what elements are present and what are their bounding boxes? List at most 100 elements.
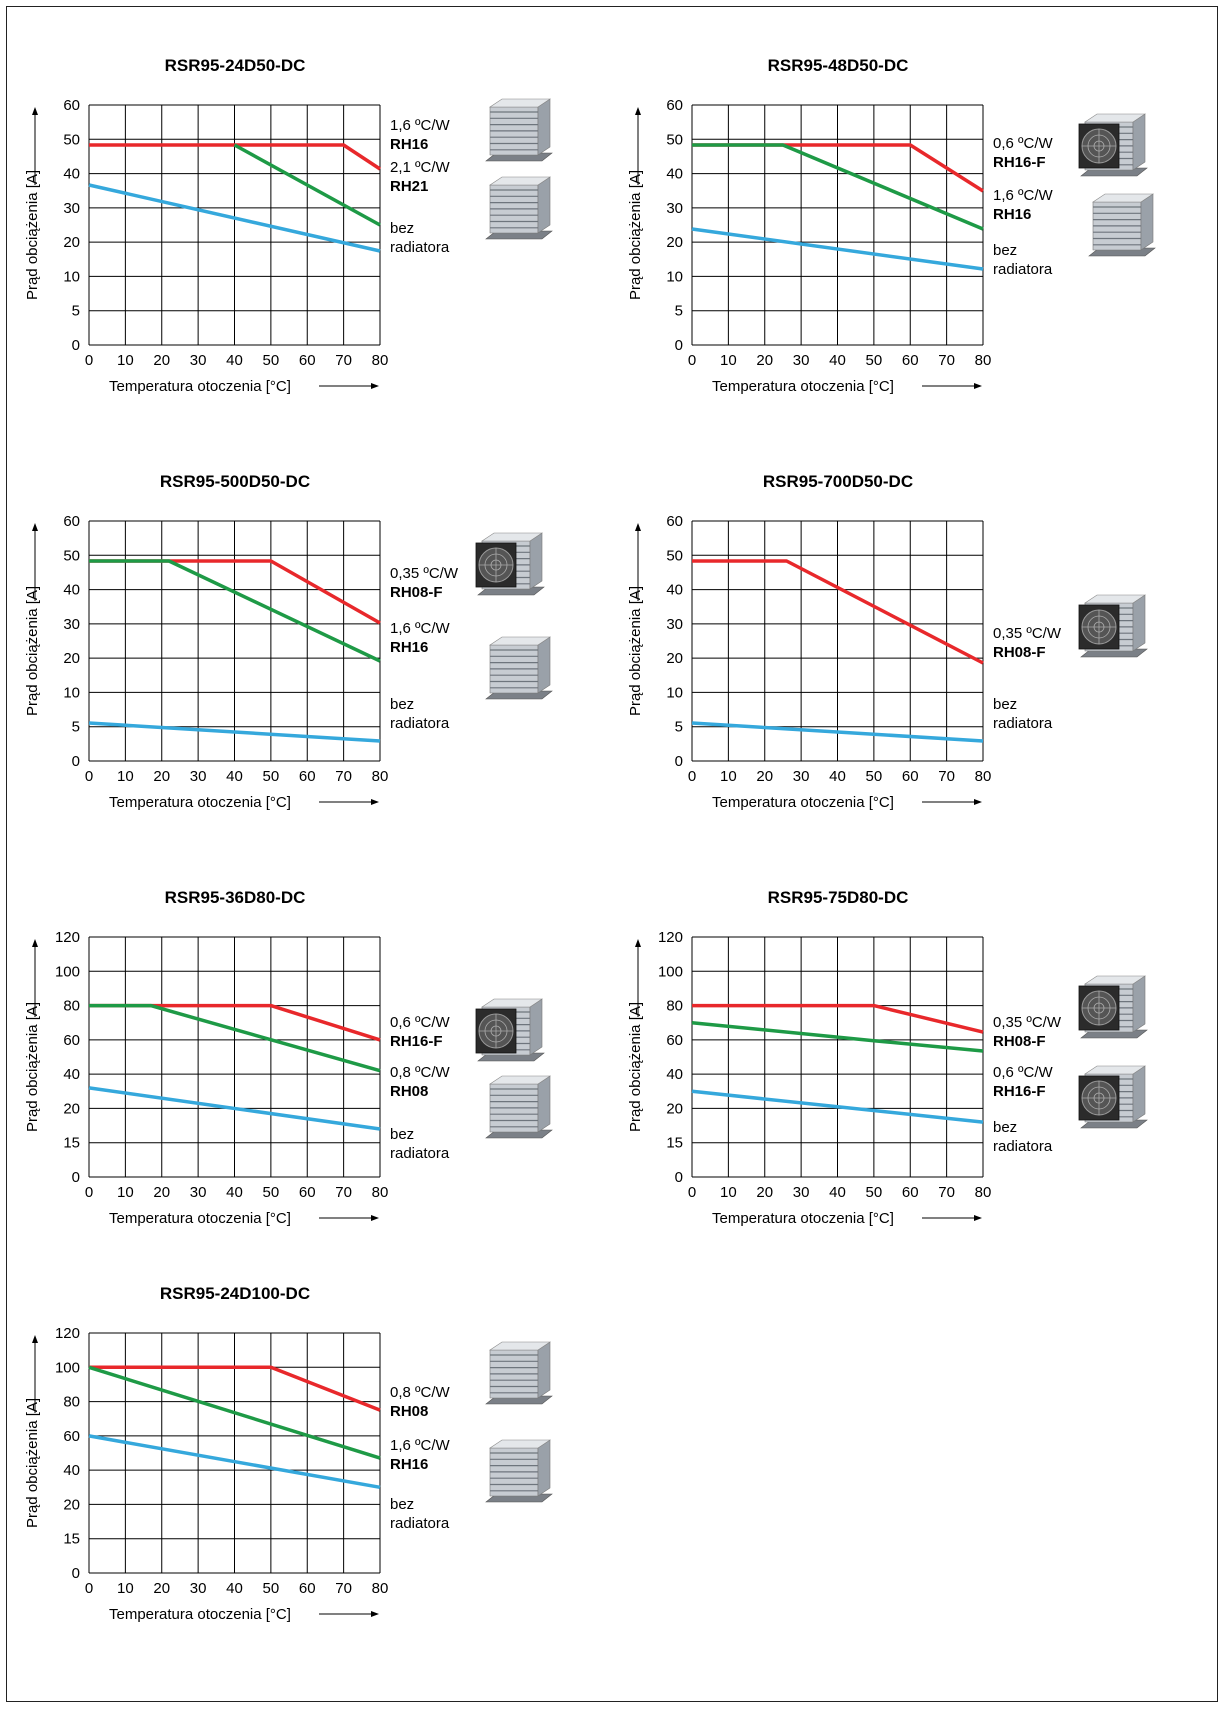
x-tick-label: 40: [226, 1184, 243, 1201]
x-tick-label: 30: [190, 1184, 207, 1201]
label-name: radiatora: [993, 1138, 1053, 1155]
y-axis-label: Prąd obciążenia [A]: [24, 1398, 41, 1528]
page-frame: [6, 6, 1218, 1702]
y-tick-label: 10: [63, 268, 80, 285]
x-tick-label: 80: [975, 1184, 992, 1201]
y-axis-arrowhead: [32, 107, 38, 115]
x-tick-label: 50: [263, 352, 280, 369]
y-tick-label: 5: [675, 303, 683, 320]
x-axis-label: Temperatura otoczenia [°C]: [712, 378, 894, 395]
y-tick-label: 15: [666, 1135, 683, 1152]
heatsink-side: [1132, 594, 1146, 652]
series-line-red: [89, 143, 381, 171]
label-name: RH16-F: [390, 1033, 443, 1050]
label-name: RH08-F: [993, 1033, 1046, 1050]
heatsink-side: [537, 1439, 551, 1497]
y-tick-label: 50: [63, 131, 80, 148]
series-line-red: [89, 1365, 381, 1412]
x-tick-label: 10: [117, 352, 134, 369]
y-tick-label: 50: [63, 547, 80, 564]
label-value: bez: [390, 696, 414, 713]
x-axis-label: Temperatura otoczenia [°C]: [109, 1606, 291, 1623]
x-tick-label: 60: [299, 1580, 316, 1597]
chart-title: RSR95-75D80-DC: [768, 888, 909, 907]
y-axis-label: Prąd obciążenia [A]: [24, 1002, 41, 1132]
label-name: radiatora: [390, 715, 450, 732]
heatsink-side: [537, 1075, 551, 1133]
x-tick-label: 30: [190, 768, 207, 785]
x-tick-label: 0: [688, 352, 696, 369]
chart-3: RSR95-500D50-DC 0 5 10 20 30 40 50 60 0 10 20 30 40 50…: [24, 472, 553, 811]
label-value: 2,1 ºC/W: [390, 159, 450, 176]
series-line-green: [692, 143, 984, 231]
y-axis-arrowhead: [32, 523, 38, 531]
label-name: RH16-F: [993, 154, 1046, 171]
series-line-green: [89, 559, 381, 663]
x-tick-label: 40: [226, 1580, 243, 1597]
y-tick-label: 120: [658, 929, 683, 946]
y-tick-label: 40: [666, 582, 683, 599]
heatsink-side: [537, 636, 551, 694]
series-line-green: [88, 1365, 381, 1460]
y-axis-arrowhead: [32, 1335, 38, 1343]
x-axis-label: Temperatura otoczenia [°C]: [712, 1210, 894, 1227]
y-tick-label: 20: [666, 650, 683, 667]
x-tick-label: 70: [938, 1184, 955, 1201]
y-tick-label: 30: [63, 616, 80, 633]
x-tick-label: 50: [263, 1184, 280, 1201]
label-value: 0,6 ºC/W: [993, 135, 1053, 152]
y-tick-label: 120: [55, 929, 80, 946]
chart-title: RSR95-36D80-DC: [165, 888, 306, 907]
heatsink-side: [1132, 975, 1146, 1033]
series-line-blue: [88, 721, 381, 743]
x-tick-label: 0: [85, 768, 93, 785]
series-line-green: [691, 1020, 984, 1053]
heatsink-fan-rh08f-icon: [1078, 975, 1148, 1039]
x-axis-label: Temperatura otoczenia [°C]: [109, 378, 291, 395]
x-tick-label: 60: [299, 1184, 316, 1201]
y-tick-label: 60: [63, 1428, 80, 1445]
series-line-red: [692, 1003, 984, 1034]
x-tick-label: 20: [756, 768, 773, 785]
y-tick-label: 30: [666, 616, 683, 633]
y-tick-label: 60: [666, 97, 683, 114]
label-value: 0,35 ºC/W: [993, 625, 1062, 642]
label-name: RH21: [390, 178, 428, 195]
label-value: 0,6 ºC/W: [993, 1064, 1053, 1081]
x-tick-label: 0: [85, 1580, 93, 1597]
x-tick-label: 10: [117, 1184, 134, 1201]
label-name: RH16-F: [993, 1083, 1046, 1100]
y-tick-label: 10: [666, 268, 683, 285]
x-axis-arrowhead: [974, 1215, 982, 1221]
x-tick-label: 0: [85, 1184, 93, 1201]
label-value: 0,8 ºC/W: [390, 1384, 450, 1401]
heatsink-top: [481, 532, 543, 542]
x-tick-label: 70: [938, 768, 955, 785]
x-tick-label: 10: [720, 1184, 737, 1201]
y-tick-label: 5: [72, 303, 80, 320]
heatsink-top: [489, 1075, 551, 1085]
x-tick-label: 40: [829, 1184, 846, 1201]
y-axis-label: Prąd obciążenia [A]: [627, 586, 644, 716]
x-tick-label: 50: [263, 1580, 280, 1597]
heatsink-fan-rh08f-icon: [1078, 594, 1148, 658]
y-axis-arrowhead: [635, 107, 641, 115]
label-name: RH08: [390, 1083, 428, 1100]
label-value: 1,6 ºC/W: [390, 1437, 450, 1454]
x-tick-label: 80: [372, 1184, 389, 1201]
y-tick-label: 0: [675, 1169, 683, 1186]
x-tick-label: 20: [756, 352, 773, 369]
y-tick-label: 60: [666, 1032, 683, 1049]
y-tick-label: 120: [55, 1325, 80, 1342]
y-tick-label: 5: [675, 719, 683, 736]
x-tick-label: 60: [902, 352, 919, 369]
y-tick-label: 60: [63, 513, 80, 530]
heatsink-top: [489, 636, 551, 646]
y-tick-label: 0: [72, 1169, 80, 1186]
y-axis-arrowhead: [635, 939, 641, 947]
x-tick-label: 30: [190, 352, 207, 369]
label-value: 0,6 ºC/W: [390, 1014, 450, 1031]
y-tick-label: 30: [63, 200, 80, 217]
x-tick-label: 70: [938, 352, 955, 369]
